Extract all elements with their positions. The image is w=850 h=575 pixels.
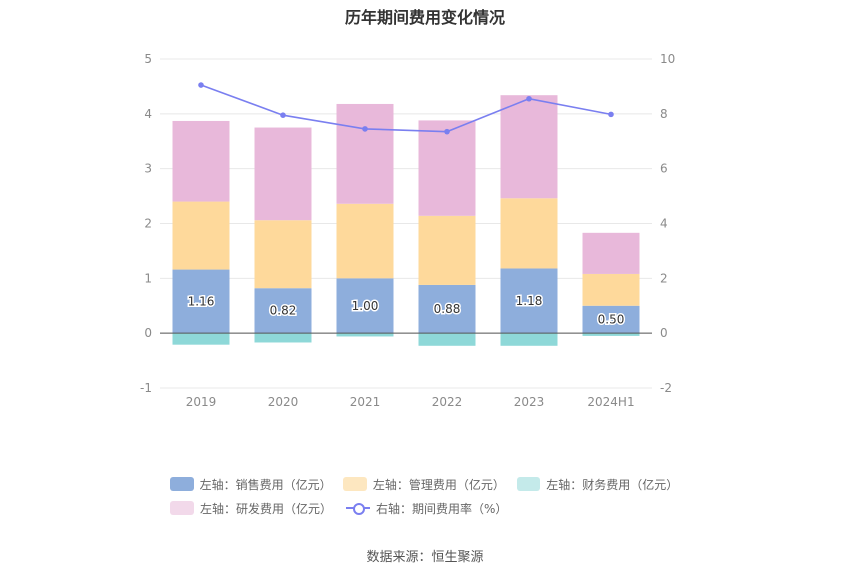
legend-swatch-sales [170, 477, 194, 491]
y-left-tick-label: 1 [144, 271, 152, 285]
chart-title: 历年期间费用变化情况 [344, 8, 505, 27]
x-tick-label: 2024H1 [587, 395, 634, 409]
legend-swatch-admin [343, 477, 367, 491]
y-left-tick-label: 5 [144, 52, 152, 66]
bar-segment [336, 203, 394, 279]
expense-ratio-point [526, 95, 532, 102]
bar-segment [418, 215, 476, 285]
legend-item-sales[interactable]: 左轴：销售费用（亿元） [170, 476, 332, 493]
y-left-tick-label: 3 [144, 162, 152, 176]
bar-segment-negative [336, 333, 394, 337]
bar-segment [254, 220, 312, 289]
legend-label-rd: 左轴：研发费用（亿元） [200, 501, 333, 516]
legend-swatch-finance [516, 477, 541, 491]
chart-plot: -1 0 1 2 3 4 5 -2 0 2 4 6 8 10 2019 2020 2021 2022 2023 202… [140, 52, 675, 409]
x-tick-label: 2020 [268, 395, 299, 409]
bar-segment-negative [582, 333, 640, 336]
legend-label-finance: 左轴：财务费用（亿元） [546, 477, 679, 492]
y-left-tick-label: 0 [144, 326, 152, 340]
legend-item-rd[interactable]: 左轴：研发费用（亿元） [170, 500, 332, 517]
bar-data-label: 1.00 [352, 299, 379, 313]
bar-segment-negative [500, 333, 558, 346]
x-tick-label: 2019 [186, 395, 217, 409]
expense-ratio-line [200, 84, 612, 133]
x-tick-label: 2022 [432, 395, 463, 409]
bar-segment [172, 269, 230, 334]
bar-segment-negative [254, 333, 312, 343]
source-note: 数据来源：恒生聚源 [366, 550, 484, 565]
y-right-tick-label: 8 [660, 107, 668, 121]
expense-ratio-point [280, 112, 286, 119]
y-right-tick-label: 2 [660, 271, 668, 285]
bar-segment [582, 232, 640, 274]
bar-segment [254, 288, 312, 334]
y-left-tick-label: -1 [140, 381, 152, 395]
bar-segment [500, 95, 558, 199]
legend-item-finance[interactable]: 左轴：财务费用（亿元） [516, 476, 679, 493]
legend-label-expense-ratio: 右轴：期间费用率（%） [376, 501, 508, 516]
y-right-tick-label: 4 [660, 217, 668, 231]
bar-data-label: 0.82 [270, 304, 297, 318]
x-tick-label: 2023 [514, 395, 545, 409]
bar-segment [336, 278, 394, 334]
x-tick-label: 2021 [350, 395, 381, 409]
bar-segment-negative [418, 333, 476, 346]
bar-segment [172, 201, 230, 270]
bar-segment [500, 268, 558, 334]
y-right-tick-label: -2 [660, 381, 672, 395]
bar-segment [172, 120, 230, 202]
y-right-tick-label: 6 [660, 162, 668, 176]
expense-ratio-point [608, 111, 614, 118]
bar-segment [582, 305, 640, 334]
bar-segment [254, 127, 312, 221]
legend-label-admin: 左轴：管理费用（亿元） [372, 477, 505, 492]
y-right-tick-label: 0 [660, 326, 668, 340]
bar-segment [582, 273, 640, 306]
bar-data-label: 1.18 [516, 294, 543, 308]
bar-segment [500, 198, 558, 269]
expense-ratio-point [198, 82, 204, 88]
y-left-tick-label: 2 [144, 217, 152, 231]
bar-data-label: 0.50 [598, 312, 625, 326]
legend-item-admin[interactable]: 左轴：管理费用（亿元） [343, 476, 505, 493]
bar-segment [418, 284, 476, 334]
legend: 左轴：销售费用（亿元） 左轴：管理费用（亿元） 左轴：财务费用（亿元） 左轴：研… [170, 472, 690, 520]
legend-swatch-rd [170, 501, 194, 515]
legend-line-icon [346, 501, 371, 515]
legend-item-expense-ratio[interactable]: 右轴：期间费用率（%） [346, 500, 507, 517]
bar-segment [418, 120, 476, 216]
expense-ratio-point [444, 128, 450, 135]
bar-segment [336, 103, 394, 204]
bar-data-label: 0.88 [434, 302, 461, 316]
bar-data-label: 1.16 [188, 294, 215, 308]
bar-segment-negative [172, 333, 230, 345]
y-left-tick-label: 4 [144, 107, 152, 121]
legend-label-sales: 左轴：销售费用（亿元） [199, 477, 332, 492]
y-right-tick-label: 10 [660, 52, 675, 66]
expense-ratio-point [362, 126, 368, 132]
